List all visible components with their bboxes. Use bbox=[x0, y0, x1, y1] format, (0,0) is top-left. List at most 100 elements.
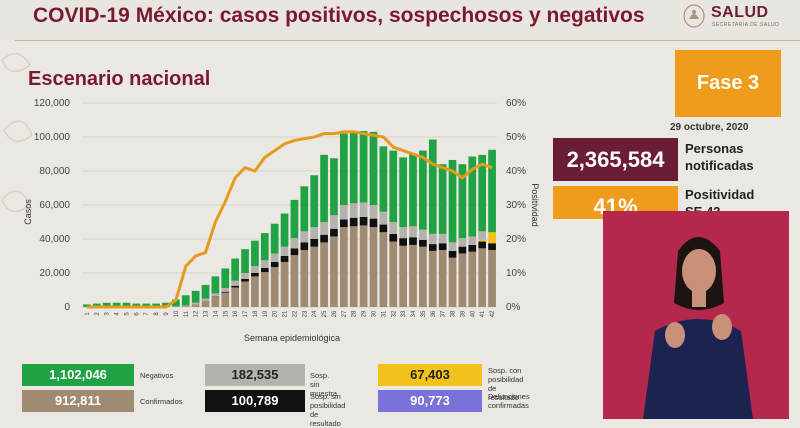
bar-segment bbox=[478, 240, 486, 242]
legend-confirmados-value: 912,811 bbox=[22, 390, 134, 412]
bar-segment bbox=[281, 262, 289, 307]
legend-sin-posibilidad-value: 100,789 bbox=[205, 390, 305, 412]
bar-segment bbox=[300, 250, 308, 307]
x-tick-label: 2 bbox=[95, 312, 101, 316]
interpreter-figure-icon bbox=[603, 211, 789, 419]
bar-segment bbox=[419, 151, 427, 230]
x-axis-label: Semana epidemiológica bbox=[244, 333, 340, 343]
x-tick-label: 17 bbox=[243, 310, 249, 317]
x-tick-label: 33 bbox=[401, 310, 407, 317]
bar-segment bbox=[182, 306, 190, 307]
bar-segment bbox=[380, 225, 388, 233]
x-tick-label: 9 bbox=[164, 312, 170, 316]
bar-segment bbox=[221, 268, 229, 288]
bar-segment bbox=[320, 155, 328, 222]
bar-segment bbox=[409, 245, 417, 307]
personas-label-line1: Personas bbox=[685, 140, 754, 157]
x-tick-label: 24 bbox=[312, 310, 318, 317]
y-tick-label: 100,000 bbox=[34, 132, 71, 143]
personas-label-line2: notificadas bbox=[685, 157, 754, 174]
x-tick-label: 21 bbox=[283, 310, 289, 317]
bar-segment bbox=[231, 281, 239, 286]
bar-segment bbox=[478, 242, 486, 249]
x-tick-label: 38 bbox=[451, 310, 457, 317]
x-tick-label: 6 bbox=[134, 312, 140, 316]
legend-negativos-label: Negativos bbox=[140, 371, 173, 380]
bar-segment bbox=[192, 304, 200, 307]
bar-segment bbox=[419, 240, 427, 247]
bar-segment bbox=[419, 247, 427, 307]
personas-value: 2,365,584 bbox=[553, 147, 678, 173]
bar-segment bbox=[389, 151, 397, 222]
bar-segment bbox=[261, 268, 269, 272]
x-tick-label: 31 bbox=[381, 310, 387, 317]
bar-segment bbox=[340, 134, 348, 205]
y-tick-label: 0 bbox=[64, 302, 70, 313]
bar-segment bbox=[281, 214, 289, 247]
y-axis-label: Casos bbox=[23, 199, 33, 225]
bar-segment bbox=[360, 131, 368, 202]
bar-segment bbox=[399, 238, 407, 246]
y-tick-label: 60,000 bbox=[39, 200, 70, 211]
x-tick-label: 30 bbox=[371, 310, 377, 317]
bar-segment bbox=[271, 267, 279, 307]
bar-segment bbox=[380, 146, 388, 211]
bar-segment bbox=[212, 297, 220, 307]
bar-segment bbox=[429, 251, 437, 307]
bar-segment bbox=[488, 232, 496, 243]
bar-segment bbox=[409, 226, 417, 237]
bar-segment bbox=[429, 140, 437, 234]
x-tick-label: 22 bbox=[292, 310, 298, 317]
bar-segment bbox=[429, 244, 437, 251]
bar-segment bbox=[330, 236, 338, 307]
bar-segment bbox=[399, 227, 407, 238]
legend-negativos-value: 1,102,046 bbox=[22, 364, 134, 386]
x-tick-label: 16 bbox=[233, 310, 239, 317]
x-tick-label: 40 bbox=[470, 310, 476, 317]
bar-segment bbox=[340, 205, 348, 219]
bar-segment bbox=[478, 231, 486, 240]
bar-segment bbox=[449, 258, 457, 307]
bar-segment bbox=[409, 237, 417, 245]
bar-segment bbox=[468, 245, 476, 252]
y2-tick-label: 50% bbox=[506, 132, 526, 143]
bar-segment bbox=[488, 250, 496, 307]
y2-axis-label: Positividad bbox=[530, 183, 540, 227]
bar-segment bbox=[370, 205, 378, 219]
bar-segment bbox=[360, 202, 368, 216]
x-tick-label: 19 bbox=[263, 310, 269, 317]
bar-segment bbox=[449, 242, 457, 251]
bar-segment bbox=[251, 276, 259, 307]
bar-segment bbox=[251, 241, 259, 267]
x-tick-label: 41 bbox=[480, 310, 486, 317]
bar-segment bbox=[300, 242, 308, 250]
x-tick-label: 11 bbox=[184, 310, 190, 317]
bar-segment bbox=[488, 243, 496, 250]
bar-segment bbox=[261, 233, 269, 260]
legend-sin-muestra-value: 182,535 bbox=[205, 364, 305, 386]
x-tick-label: 39 bbox=[460, 310, 466, 317]
bar-segment bbox=[310, 239, 318, 247]
x-tick-label: 10 bbox=[174, 310, 180, 317]
x-tick-label: 37 bbox=[441, 310, 447, 317]
x-tick-label: 25 bbox=[322, 310, 328, 317]
bar-segment bbox=[192, 303, 200, 305]
x-tick-label: 34 bbox=[411, 310, 417, 317]
bar-segment bbox=[221, 288, 229, 292]
y-tick-label: 20,000 bbox=[39, 268, 70, 279]
legend-defunciones-label-line2: confirmadas bbox=[488, 401, 530, 410]
bar-segment bbox=[241, 282, 249, 308]
legend-con-posibilidad-value: 67,403 bbox=[378, 364, 482, 386]
bar-segment bbox=[202, 285, 210, 299]
bar-segment bbox=[439, 164, 447, 234]
bar-segment bbox=[439, 250, 447, 307]
bar-segment bbox=[192, 291, 200, 303]
bar-segment bbox=[350, 226, 358, 307]
x-tick-label: 26 bbox=[332, 310, 338, 317]
bar-segment bbox=[241, 249, 249, 273]
bar-segment bbox=[291, 255, 299, 307]
bar-segment bbox=[488, 150, 496, 232]
bar-segment bbox=[380, 212, 388, 225]
bar-segment bbox=[261, 272, 269, 307]
bar-segment bbox=[468, 236, 476, 245]
